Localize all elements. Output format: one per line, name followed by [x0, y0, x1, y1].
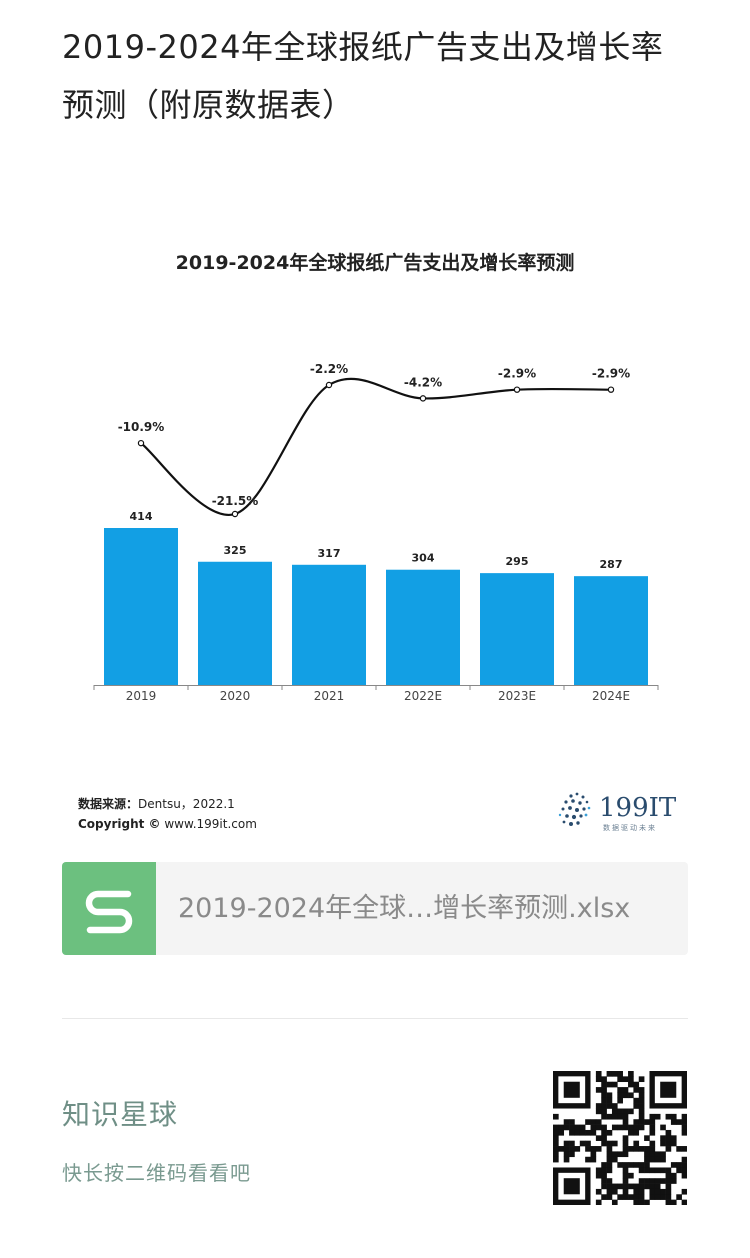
x-tick-2019: 2019: [126, 689, 157, 703]
bar-2019: [104, 528, 178, 685]
bar-label-2023E: 295: [506, 555, 529, 568]
chart-source: 数据来源：Dentsu，2022.1 Copyright © www.199it…: [78, 794, 257, 834]
bar-label-2022E: 304: [412, 552, 435, 565]
bar-label-2024E: 287: [600, 558, 623, 571]
bar-label-2020: 325: [224, 544, 247, 557]
growth-label-2020: -21.5%: [212, 494, 259, 508]
bar-2021: [292, 564, 366, 685]
growth-label-2024E: -2.9%: [592, 367, 630, 381]
bar-2023E: [480, 573, 554, 685]
article-title: 2019-2024年全球报纸广告支出及增长率 预测（附原数据表）: [62, 18, 702, 134]
bar-2022E: [386, 569, 460, 685]
growth-label-2022E: -4.2%: [404, 375, 442, 389]
attachment-card[interactable]: 2019-2024年全球…增长率预测.xlsx: [62, 862, 688, 955]
knowledge-planet-subtitle: 快长按二维码看看吧: [62, 1161, 251, 1185]
x-tick-2024E: 2024E: [592, 689, 630, 703]
growth-point-2024E: [607, 386, 615, 393]
x-tick-2022E: 2022E: [404, 689, 442, 703]
chart-svg: 2019-2024年全球报纸广告支出及增长率预测 414 325 317 304 295…: [93, 251, 659, 703]
x-tick-2021: 2021: [314, 689, 345, 703]
section-divider: [62, 1018, 688, 1019]
copyright-value: www.199it.com: [160, 817, 257, 831]
bar-2020: [198, 561, 272, 685]
article-title-line-1: 2019-2024年全球报纸广告支出及增长率: [62, 28, 664, 66]
copyright-label: Copyright ©: [78, 817, 161, 831]
x-tick-2020: 2020: [220, 689, 251, 703]
logo-tagline: 数据驱动未来: [603, 823, 657, 832]
growth-point-2021: [325, 381, 333, 389]
x-tick-2023E: 2023E: [498, 689, 536, 703]
qr-code[interactable]: [553, 1071, 688, 1206]
bar-label-2021: 317: [318, 547, 341, 560]
source-label: 数据来源：: [78, 797, 139, 811]
growth-label-2021: -2.2%: [310, 362, 348, 376]
source-value: Dentsu，2022.1: [138, 797, 235, 811]
chart-image: 2019-2024年全球报纸广告支出及增长率预测 414 325 317 304 295…: [62, 215, 688, 855]
bar-2024E: [574, 576, 648, 685]
logo-name: 199IT: [599, 793, 677, 823]
attachment-file-name: 2019-2024年全球…增长率预测.xlsx: [178, 893, 631, 924]
article-title-line-2: 预测（附原数据表）: [62, 86, 355, 124]
knowledge-planet-title: 知识星球: [62, 1098, 179, 1131]
growth-point-2019: [137, 439, 145, 447]
brand-logo: 199IT 数据驱动未来: [555, 786, 685, 836]
bar-label-2019: 414: [130, 510, 153, 523]
growth-label-2023E: -2.9%: [498, 367, 536, 381]
spreadsheet-s-icon: [62, 862, 156, 955]
growth-point-2023E: [513, 386, 521, 393]
growth-point-2022E: [419, 395, 427, 402]
chart-title: 2019-2024年全球报纸广告支出及增长率预测: [176, 251, 575, 274]
growth-label-2019: -10.9%: [118, 420, 165, 434]
growth-point-2020: [231, 510, 239, 518]
